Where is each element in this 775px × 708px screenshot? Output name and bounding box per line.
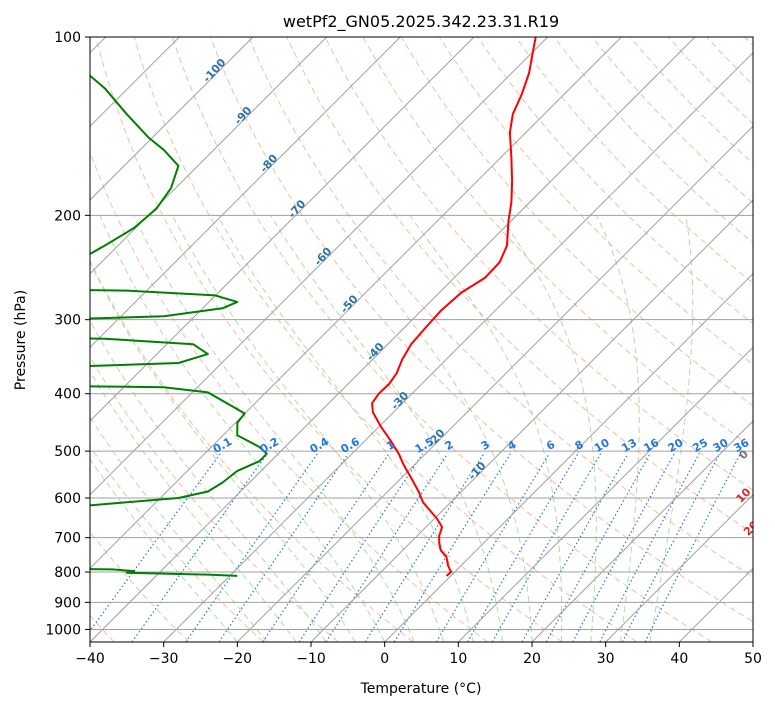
moist-adiabat (172, 215, 445, 642)
moist-adiabat (596, 215, 640, 642)
dry-adiabat (133, 37, 638, 642)
isotherm--20 (236, 125, 753, 642)
isotherm--70 (90, 37, 475, 422)
mixing-ratio-lines (90, 453, 741, 642)
mixing-ratio-line (393, 453, 511, 642)
isotherm--40 (90, 37, 696, 642)
isotherm-30 (605, 493, 753, 642)
dewpoint-line (90, 74, 268, 577)
x-tick-label: −30 (149, 651, 179, 667)
mixing-ratio-line (621, 453, 721, 642)
adiabat-label: 20 (741, 518, 761, 538)
x-tick-label: −20 (223, 651, 253, 667)
dry-adiabat (90, 445, 264, 642)
x-tick-label: 50 (744, 651, 762, 667)
moist-adiabat (409, 215, 563, 642)
mixing-ratio-line (435, 453, 550, 642)
isotherm-20 (531, 420, 753, 642)
dry-adiabat (591, 37, 753, 204)
dry-adiabat (629, 37, 753, 165)
mixing-ratio-line (325, 453, 449, 642)
y-tick-label: 400 (54, 387, 81, 403)
mixing-ratio-line (131, 453, 268, 642)
chart-title: wetPf2_GN05.2025.342.23.31.R19 (283, 12, 559, 32)
dry-adiabat (400, 37, 753, 407)
moist-adiabat (217, 215, 474, 642)
x-tick-label: −10 (296, 651, 326, 667)
isotherm--60 (90, 37, 549, 496)
y-tick-label: 700 (54, 531, 81, 547)
plot-frame (89, 36, 754, 643)
mixing-ratio-line (298, 453, 424, 642)
x-axis-label: Temperature (°C) (360, 681, 482, 697)
mixing-ratio-line (466, 453, 579, 642)
dry-adiabat (171, 37, 712, 642)
moist-adiabat (133, 215, 415, 642)
x-tick-label: −40 (75, 651, 105, 667)
moist-adiabat (649, 215, 694, 642)
temperature-line (371, 37, 537, 577)
isotherm--90 (90, 37, 328, 275)
x-tick-label: 30 (597, 651, 615, 667)
isotherm-0 (384, 272, 753, 642)
isotherm-10 (457, 346, 753, 642)
x-tick-label: 40 (670, 651, 688, 667)
moist-adiabat (270, 215, 503, 642)
mixing-ratio-line (262, 453, 390, 642)
mixing-ratio-line (90, 453, 221, 632)
x-tick-label: 10 (449, 651, 467, 667)
series-layer (90, 37, 537, 577)
y-tick-label: 900 (54, 595, 81, 611)
dry-adiabat (210, 37, 753, 623)
dry-adiabat (95, 37, 563, 642)
mixing-ratio-line (491, 453, 602, 642)
x-tick-label: 20 (523, 651, 541, 667)
axis-ticks: −40 −30 −20 −10 0 10 20 30 40 50 100 200 300 400 500 60… (45, 30, 762, 667)
y-tick-label: 500 (54, 444, 81, 460)
adiabat-label: 30 (750, 549, 770, 569)
mixing-ratio-line (644, 453, 741, 642)
dry-adiabat (515, 37, 753, 284)
moist-adiabat (90, 458, 238, 642)
y-tick-label: 100 (54, 30, 81, 46)
mixing-ratio-line (364, 453, 485, 642)
isotherm--50 (90, 37, 622, 570)
y-tick-label: 300 (54, 313, 81, 329)
y-tick-label: 800 (54, 565, 81, 581)
moist-adiabat (90, 319, 327, 642)
dry-adiabat (248, 37, 753, 578)
y-tick-label: 200 (54, 208, 81, 224)
dry-adiabat (477, 37, 753, 325)
moist-adiabat (333, 215, 533, 642)
isotherm--30 (163, 51, 753, 642)
x-tick-label: 0 (380, 651, 389, 667)
y-tick-label: 600 (54, 491, 81, 507)
isotherm--100 (90, 37, 254, 201)
dry-adiabat (324, 37, 753, 491)
moist-adiabat (90, 370, 297, 642)
isotherm--10 (310, 199, 753, 642)
moist-adiabat (99, 215, 386, 642)
y-tick-label: 1000 (45, 622, 81, 638)
mixing-ratio-line (599, 453, 700, 642)
moist-adiabat (90, 416, 268, 642)
y-axis-label: Pressure (hPa) (13, 290, 29, 390)
moist-adiabat (90, 260, 356, 642)
